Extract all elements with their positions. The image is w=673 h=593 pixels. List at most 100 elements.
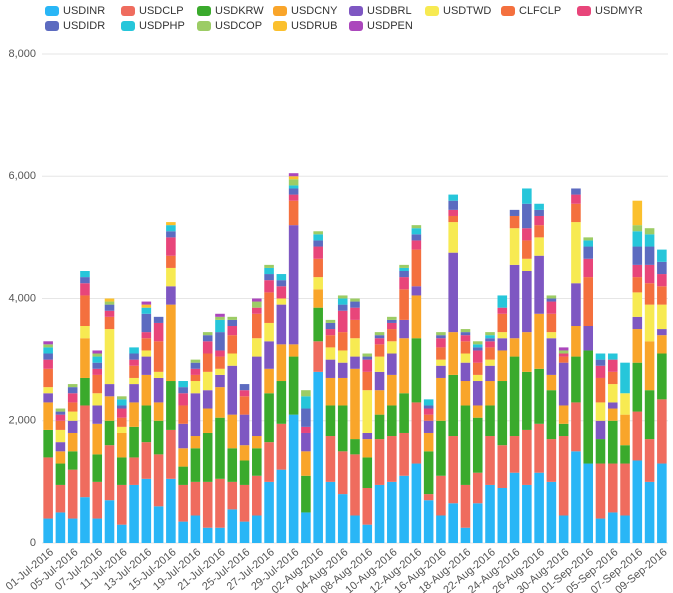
bar-segment xyxy=(546,390,557,440)
bar-segment xyxy=(252,448,262,476)
bar-segment xyxy=(227,316,238,320)
bar-segment xyxy=(485,332,495,336)
y-tick-label: 0 xyxy=(30,537,36,549)
bar-segment xyxy=(657,399,667,464)
bar-segment xyxy=(80,497,90,543)
bar-segment xyxy=(178,484,188,522)
bar-segment xyxy=(362,353,373,357)
bar-segment xyxy=(166,231,176,238)
bar-segment xyxy=(399,267,409,271)
bar-segment xyxy=(509,215,520,229)
bar-segment xyxy=(509,436,520,473)
bar-segment xyxy=(153,322,164,342)
bar-segment xyxy=(190,481,201,516)
bar-segment xyxy=(264,368,274,394)
bar-segment xyxy=(472,381,483,406)
bar-segment xyxy=(92,423,103,455)
bar-segment xyxy=(227,326,238,336)
bar-segment xyxy=(288,179,299,186)
bar-segment xyxy=(607,463,618,513)
bar-segment xyxy=(620,463,630,516)
bar-segment xyxy=(153,506,164,543)
bar-segment xyxy=(166,381,176,430)
bar-segment xyxy=(485,381,495,406)
bar-segment xyxy=(534,215,544,226)
bar-segment xyxy=(153,371,164,378)
bar-segment xyxy=(632,277,643,293)
bar-segment xyxy=(301,390,311,397)
bar-segment xyxy=(436,365,446,378)
bar-segment xyxy=(104,329,115,385)
bar-segment xyxy=(43,368,53,388)
bar-segment xyxy=(116,405,127,409)
bar-segment xyxy=(288,173,299,177)
bar-segment xyxy=(350,307,360,320)
bar-segment xyxy=(534,237,544,256)
bar-segment xyxy=(166,222,176,226)
legend-label: USDKRW xyxy=(215,5,264,17)
legend-label: USDMYR xyxy=(595,5,643,17)
bar-segment xyxy=(460,332,471,336)
bar-segment xyxy=(350,454,360,516)
bar-segment xyxy=(350,515,360,543)
bar-segment xyxy=(607,359,618,372)
bar-segment xyxy=(509,356,520,437)
bar-segment xyxy=(423,399,434,406)
legend-swatch xyxy=(501,6,515,16)
bar-segment xyxy=(178,381,188,388)
bar-segment xyxy=(436,338,446,348)
bar-segment xyxy=(55,442,66,452)
bar-segment xyxy=(448,252,458,333)
bar-segment xyxy=(141,442,152,479)
bar-segment xyxy=(55,451,66,464)
bar-segment xyxy=(632,246,643,265)
legend-swatch xyxy=(425,6,439,16)
y-tick-label: 4,000 xyxy=(8,292,36,304)
bar-segment xyxy=(485,335,495,339)
bar-segment xyxy=(239,384,250,391)
bar-segment xyxy=(534,368,544,424)
bar-segment xyxy=(436,377,446,421)
bar-segment xyxy=(67,384,78,388)
bar-segment xyxy=(522,240,532,259)
bar-segment xyxy=(448,200,458,210)
bar-segment xyxy=(632,292,643,317)
bar-segment xyxy=(632,316,643,330)
bar-segment xyxy=(411,249,422,287)
bar-segment xyxy=(448,194,458,201)
bar-segment xyxy=(657,353,667,400)
bar-segment xyxy=(252,338,262,357)
bar-segment xyxy=(448,332,458,375)
bar-segment xyxy=(129,359,139,366)
bar-segment xyxy=(129,484,139,543)
bar-segment xyxy=(67,469,78,519)
bar-segment xyxy=(337,451,348,495)
bar-segment xyxy=(276,423,287,470)
bar-segment xyxy=(644,228,655,235)
bar-segment xyxy=(239,396,250,415)
bar-segment xyxy=(239,390,250,397)
bar-segment xyxy=(215,319,225,333)
bar-segment xyxy=(178,423,188,449)
bar-segment xyxy=(423,405,434,409)
bar-segment xyxy=(374,332,385,336)
bar-segment xyxy=(301,432,311,452)
bar-segment xyxy=(644,264,655,284)
bar-segment xyxy=(485,359,495,366)
bar-segment xyxy=(411,338,422,403)
bar-segment xyxy=(522,332,532,372)
bar-segment xyxy=(166,429,176,479)
bar-segment xyxy=(215,368,225,375)
bar-segment xyxy=(264,280,274,293)
bar-segment xyxy=(632,411,643,461)
bar-segment xyxy=(325,319,336,323)
bar-segment xyxy=(202,353,213,372)
bar-segment xyxy=(80,405,90,498)
bar-segment xyxy=(166,267,176,287)
bar-segment xyxy=(141,350,152,357)
bar-segment xyxy=(509,338,520,357)
bar-segment xyxy=(399,289,409,320)
bar-segment xyxy=(313,277,323,290)
bar-segment xyxy=(276,274,287,281)
